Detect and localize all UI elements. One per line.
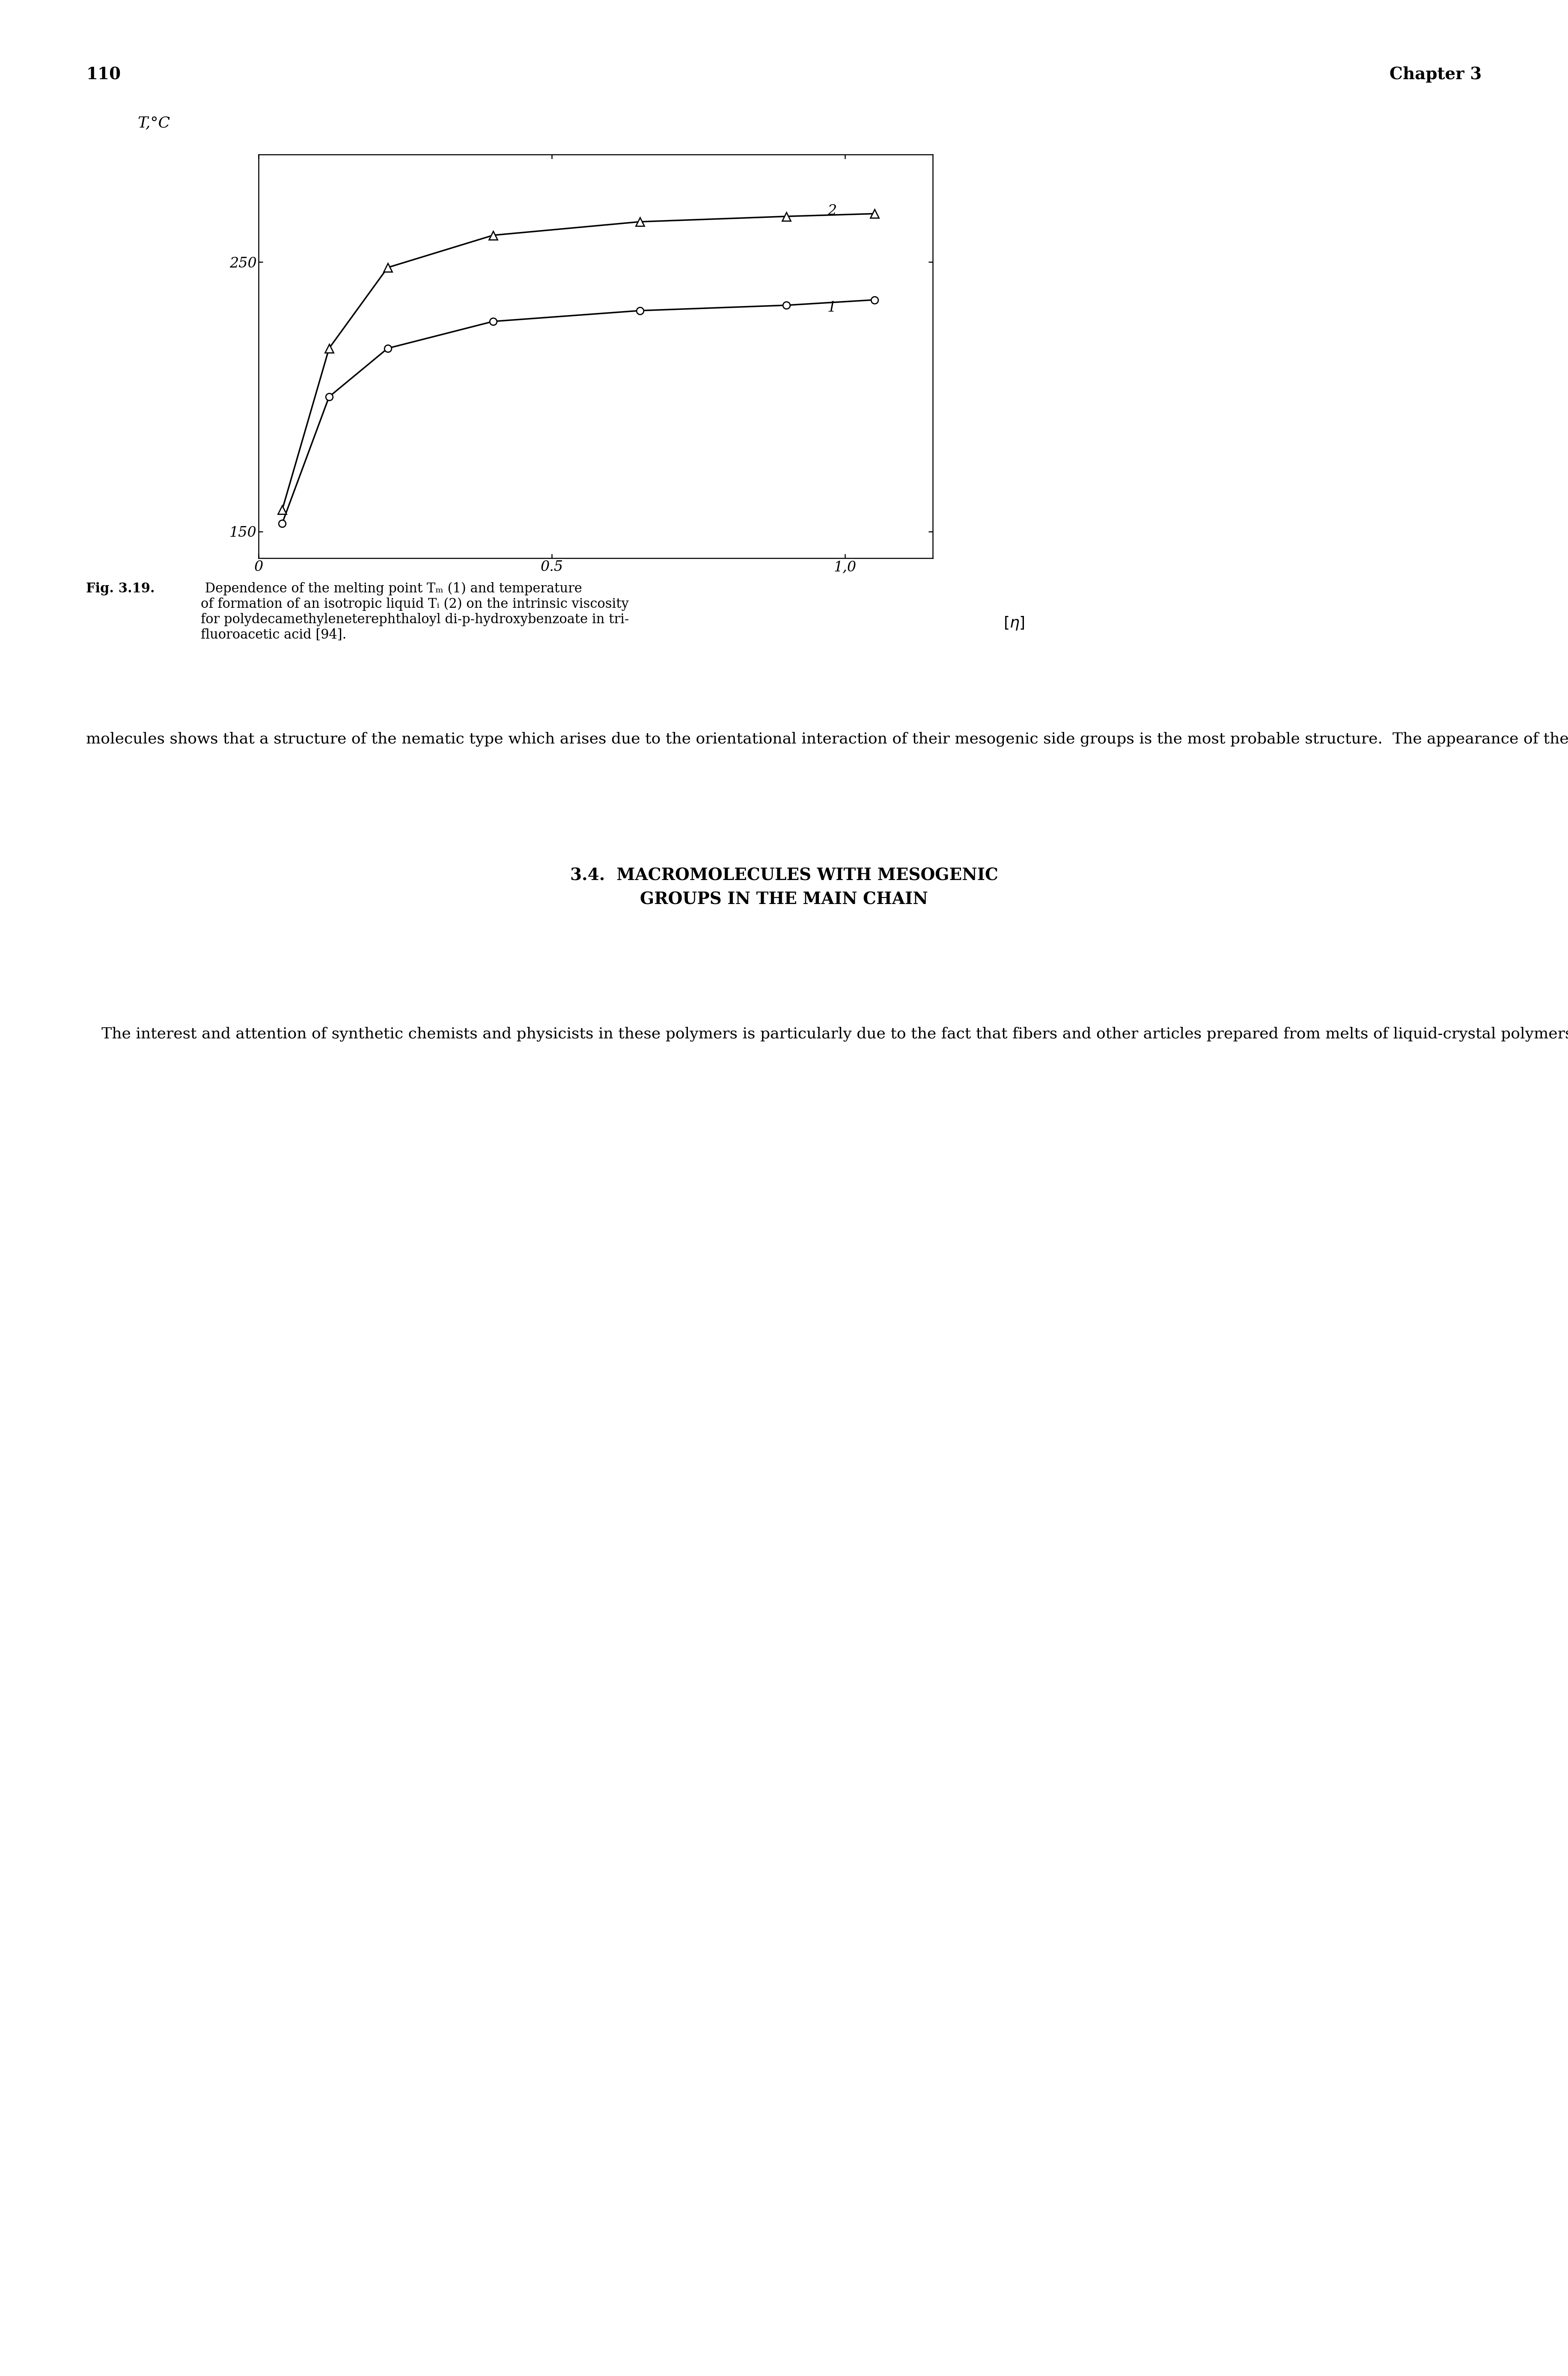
Text: The interest and attention of synthetic chemists and physicists in these polymer: The interest and attention of synthetic … xyxy=(86,1026,1568,1041)
Text: Dependence of the melting point Tₘ (1) and temperature
of formation of an isotro: Dependence of the melting point Tₘ (1) a… xyxy=(201,582,629,642)
Text: Chapter 3: Chapter 3 xyxy=(1389,67,1482,83)
Text: $[{\eta}]$: $[{\eta}]$ xyxy=(1004,615,1024,632)
Text: 2: 2 xyxy=(828,204,836,219)
Text: 3.4.  MACROMOLECULES WITH MESOGENIC
GROUPS IN THE MAIN CHAIN: 3.4. MACROMOLECULES WITH MESOGENIC GROUP… xyxy=(569,867,999,908)
Text: 1: 1 xyxy=(828,302,836,314)
Text: 110: 110 xyxy=(86,67,121,83)
Text: molecules shows that a structure of the nematic type which arises due to the ori: molecules shows that a structure of the … xyxy=(86,732,1568,746)
Text: T,°C: T,°C xyxy=(138,116,169,131)
Text: Fig. 3.19.: Fig. 3.19. xyxy=(86,582,155,596)
